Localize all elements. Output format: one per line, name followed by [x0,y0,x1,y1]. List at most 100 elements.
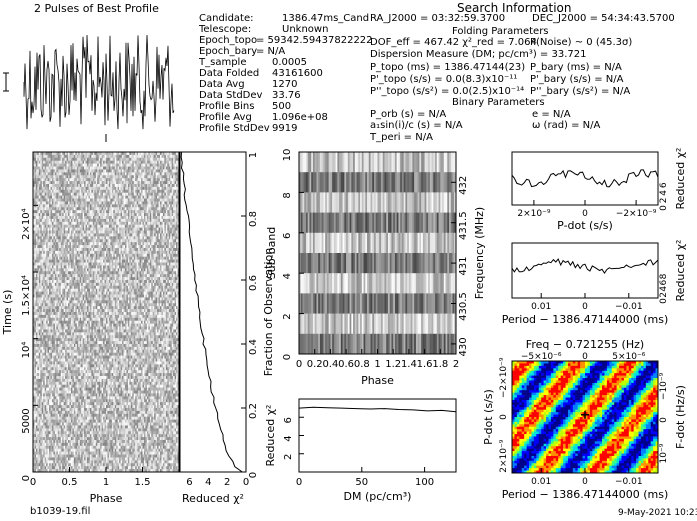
pixel [176,163,178,167]
pixel [63,160,66,164]
pixel [82,169,85,173]
pixel [113,169,116,173]
pixel [88,160,91,164]
pixel [141,152,143,156]
pixel [146,157,149,162]
pixel [158,154,161,159]
pixel [130,157,133,162]
pixel [59,169,62,173]
pixel [85,163,88,167]
pixel [81,163,83,167]
pixel [41,175,44,179]
pixel [138,157,140,162]
pixel [104,157,107,162]
pixel [164,163,167,167]
pixel [94,157,97,162]
pixel [33,163,35,167]
pixel [135,152,137,156]
pixel [174,160,177,164]
pixel [173,157,175,162]
pixel [170,169,172,173]
pixel [84,160,86,164]
pixel [168,163,171,167]
pixel [73,160,76,164]
pixel [100,172,102,176]
pixel [46,157,48,162]
pixel [139,152,142,156]
pixel [162,152,165,156]
pixel [149,169,152,173]
pixel [116,160,118,164]
pixel [59,154,62,159]
pixel [43,172,45,176]
pixel [100,175,102,179]
pixel [41,166,44,170]
pixel [160,152,162,156]
pixel [104,154,107,159]
pixel [44,172,47,176]
pixel [127,169,130,173]
pixel [143,157,146,162]
pixel [34,163,37,167]
pixel [119,160,121,164]
pixel [124,169,127,173]
pixel [94,172,97,176]
pixel [35,160,38,164]
pixel [49,169,51,173]
pixel [85,154,88,159]
info-label: Profile Avg [199,112,252,123]
pixel [148,157,151,162]
pixel [152,169,155,173]
pixel [85,169,88,173]
pixel [54,166,57,170]
pixel [100,169,102,173]
pixel [139,172,142,176]
pixel [177,152,180,156]
pixel [92,175,95,179]
pixel [170,157,172,162]
pixel [127,166,130,170]
pixel [177,160,180,164]
pixel [50,152,53,156]
pixel [62,160,64,164]
pixel [89,175,92,179]
pixel [171,169,174,173]
pixel [84,169,86,173]
pixel [138,169,140,173]
pixel [143,172,146,176]
profile-line [23,34,175,130]
ptopo-readout: P_topo (ms) = 1386.47144(23) [370,62,526,73]
pixel [44,169,47,173]
pixel [106,152,108,156]
pixel [87,166,89,170]
pixel [111,163,114,167]
pixel [81,157,83,162]
pixel [154,152,156,156]
pixel [54,169,57,173]
pixel [38,175,41,179]
pixel [60,154,63,159]
pixel [119,175,121,179]
pixel [69,166,72,170]
pixel [70,163,73,167]
pixel [43,166,45,170]
pixel [164,172,167,176]
pixel [117,172,120,176]
pixel [116,152,118,156]
pixel [57,160,60,164]
pixel [56,152,59,156]
pixel [130,163,133,167]
pixel [126,166,129,170]
pixel [122,154,124,159]
pixel [173,172,175,176]
pixel [114,175,117,179]
pixel [141,154,143,159]
dof-readout: DOF_eff = 467.42 χ²_red = 7.064 [370,37,537,48]
pixel [174,169,177,173]
pixel [82,175,85,179]
pixel [171,152,174,156]
profile-plot [3,34,175,142]
pixel [170,163,172,167]
pixel [151,169,154,173]
pixel [110,163,113,167]
